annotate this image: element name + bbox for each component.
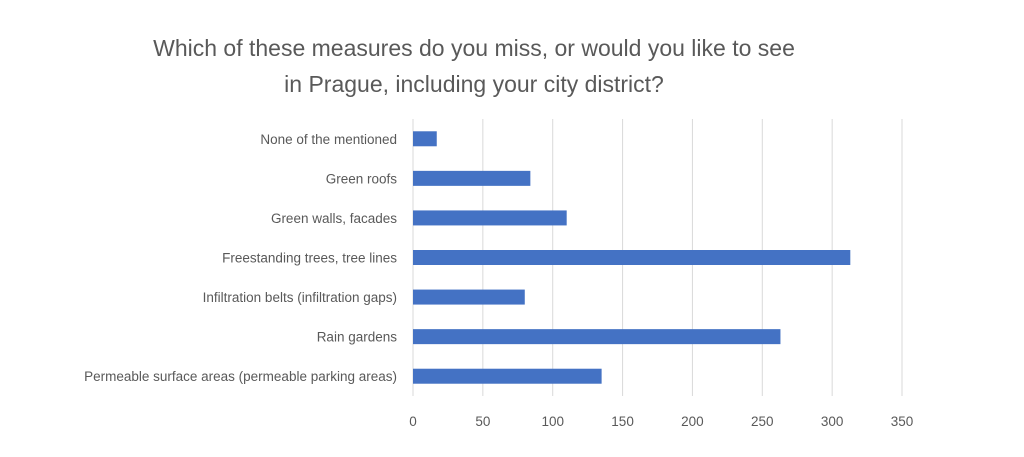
x-tick-label: 350 <box>891 414 914 429</box>
bar <box>413 170 531 186</box>
x-tick-label: 0 <box>409 414 417 429</box>
category-label: Green roofs <box>326 171 398 186</box>
chart-title-line-2: in Prague, including your city district? <box>284 71 664 97</box>
x-tick-label: 50 <box>475 414 490 429</box>
category-label: None of the mentioned <box>260 132 397 147</box>
bar <box>413 368 602 384</box>
x-tick-label: 100 <box>541 414 564 429</box>
x-tick-label: 200 <box>681 414 704 429</box>
category-label: Permeable surface areas (permeable parki… <box>84 369 397 384</box>
category-label: Green walls, facades <box>271 211 397 226</box>
x-tick-label: 300 <box>821 414 844 429</box>
bar <box>413 329 781 345</box>
chart-title-line-1: Which of these measures do you miss, or … <box>153 35 795 61</box>
bar <box>413 131 437 147</box>
category-label: Freestanding trees, tree lines <box>222 251 397 266</box>
category-label: Infiltration belts (infiltration gaps) <box>203 290 397 305</box>
bar <box>413 250 851 265</box>
bar <box>413 289 525 305</box>
x-tick-label: 150 <box>611 414 634 429</box>
chart-title: Which of these measures do you miss, or … <box>0 30 948 102</box>
x-tick-label: 250 <box>751 414 774 429</box>
bar <box>413 210 567 226</box>
category-label: Rain gardens <box>317 330 398 345</box>
